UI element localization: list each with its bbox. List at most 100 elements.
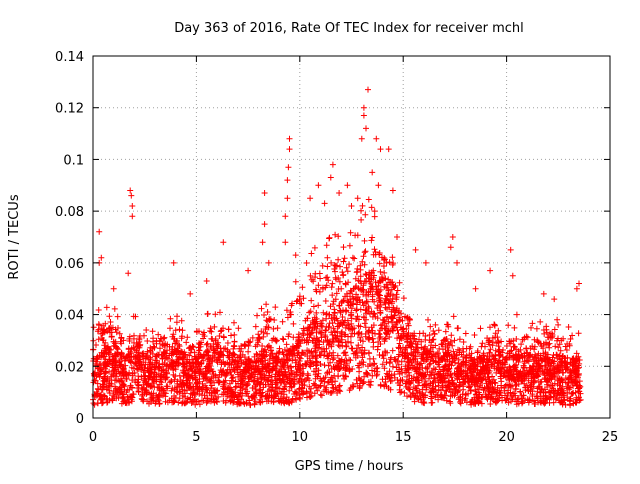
data-point	[491, 321, 498, 328]
data-point	[311, 244, 318, 251]
data-point	[528, 324, 534, 331]
data-point	[338, 285, 345, 292]
data-point	[567, 402, 574, 409]
data-point	[95, 336, 102, 343]
data-point	[552, 364, 559, 371]
data-point	[296, 385, 303, 392]
data-point	[358, 216, 365, 223]
data-point	[386, 259, 393, 266]
data-point	[293, 359, 300, 366]
data-point	[180, 360, 187, 367]
data-point	[560, 390, 567, 397]
data-point	[137, 356, 144, 363]
data-point	[531, 401, 538, 407]
data-point	[272, 365, 279, 371]
data-point	[248, 359, 254, 366]
data-point	[377, 310, 384, 317]
data-point	[377, 333, 384, 340]
data-point	[382, 379, 389, 385]
data-point	[428, 372, 435, 379]
data-point	[95, 321, 102, 328]
data-point	[357, 334, 363, 341]
data-point	[172, 366, 179, 373]
data-point	[418, 360, 425, 367]
data-point	[428, 395, 434, 402]
data-point	[241, 341, 248, 348]
data-point	[264, 330, 271, 337]
data-point	[193, 355, 200, 362]
data-point-notable	[336, 190, 343, 196]
data-point	[389, 300, 395, 307]
data-point	[132, 313, 139, 320]
data-point	[487, 324, 493, 331]
data-point-notable	[96, 228, 103, 235]
data-point	[436, 345, 443, 352]
data-point	[451, 337, 458, 344]
data-point	[517, 389, 524, 395]
data-point	[99, 382, 106, 388]
data-point	[360, 361, 367, 368]
data-point	[347, 357, 354, 364]
data-point	[164, 383, 171, 390]
data-point	[497, 370, 504, 377]
data-point	[418, 344, 425, 351]
data-point	[382, 295, 389, 302]
data-point	[469, 397, 476, 403]
data-point	[143, 327, 150, 333]
data-point	[363, 316, 369, 323]
data-point	[511, 344, 518, 350]
data-point	[140, 354, 147, 361]
data-point	[402, 313, 408, 320]
data-point	[324, 254, 331, 261]
data-point	[157, 345, 163, 352]
data-point	[357, 273, 364, 280]
data-point	[457, 370, 464, 377]
data-point	[322, 333, 329, 340]
data-point	[360, 302, 367, 309]
data-point	[575, 374, 581, 381]
data-point	[336, 382, 343, 389]
data-point	[427, 360, 434, 367]
data-point	[231, 366, 238, 373]
data-point	[393, 318, 400, 325]
data-point	[362, 330, 369, 337]
data-point	[234, 354, 241, 361]
data-point	[292, 278, 299, 285]
data-point	[465, 383, 472, 390]
data-point	[361, 373, 368, 380]
data-point	[239, 370, 246, 377]
data-point	[474, 348, 481, 354]
data-point	[289, 370, 296, 377]
data-point	[307, 359, 314, 366]
data-point	[441, 392, 448, 399]
data-point	[403, 383, 410, 390]
data-point	[361, 237, 368, 244]
data-point	[383, 314, 390, 321]
data-point	[489, 373, 496, 380]
data-point	[104, 398, 111, 405]
data-point	[93, 389, 100, 395]
data-point	[468, 379, 475, 386]
data-point	[429, 399, 436, 406]
data-point-notable	[540, 290, 547, 297]
data-point	[222, 345, 229, 352]
data-point	[260, 381, 267, 388]
data-point	[339, 328, 345, 335]
data-point	[530, 398, 537, 405]
data-point	[535, 371, 542, 378]
data-point	[182, 370, 189, 377]
data-point	[547, 330, 554, 337]
data-point	[201, 353, 207, 360]
data-point	[212, 311, 219, 318]
data-point	[263, 349, 270, 356]
data-point	[408, 344, 415, 351]
data-point	[396, 345, 402, 352]
data-point	[139, 396, 146, 403]
data-point	[505, 399, 512, 406]
data-point	[120, 393, 127, 400]
data-point	[479, 340, 486, 347]
data-point	[183, 339, 190, 346]
data-point	[504, 395, 511, 402]
data-point	[334, 390, 341, 396]
